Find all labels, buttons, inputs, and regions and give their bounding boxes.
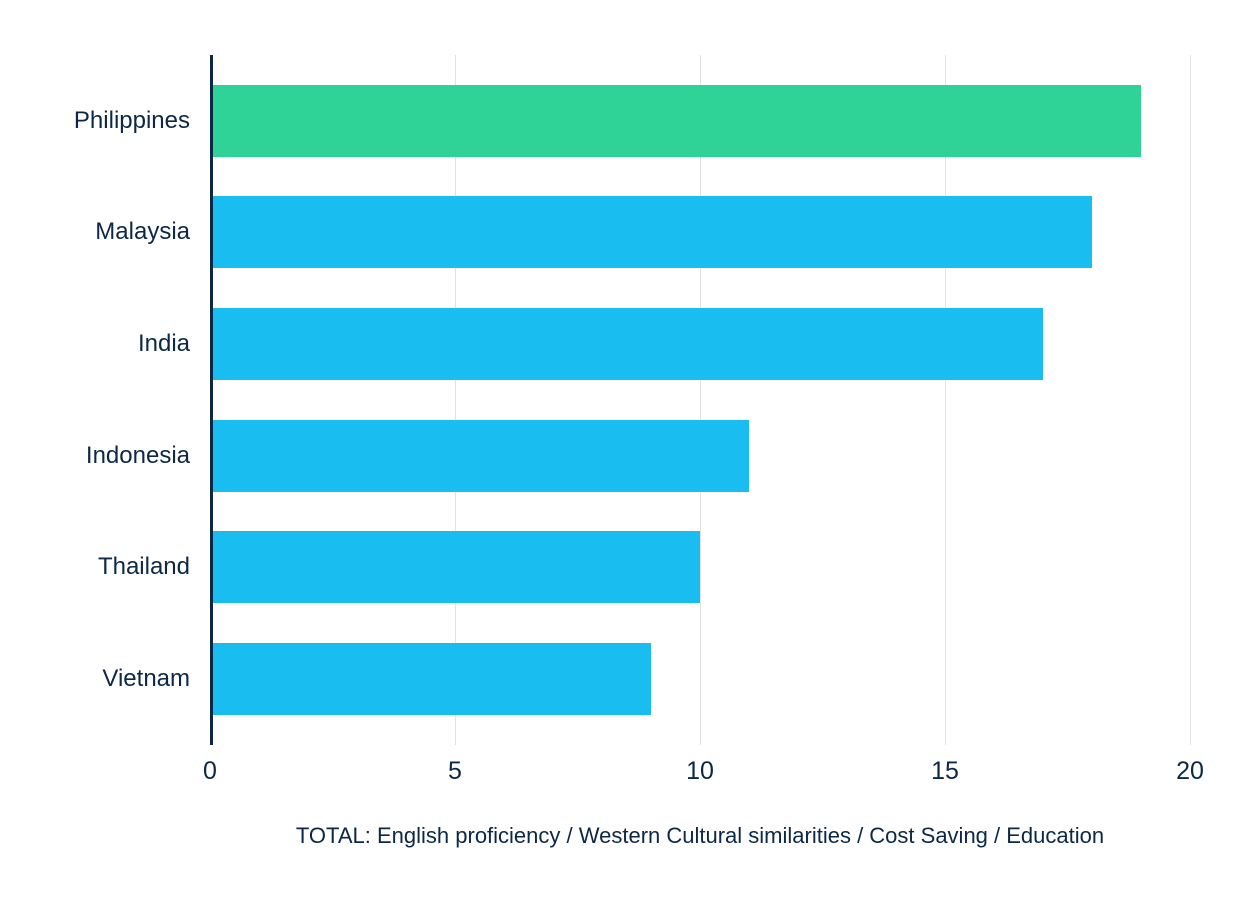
category-label: Philippines [50,107,200,135]
bar-row: Indonesia [210,420,1190,492]
gridline [945,55,946,745]
x-tick-label: 15 [931,757,959,786]
chart-caption: TOTAL: English proficiency / Western Cul… [210,823,1190,849]
category-label: Indonesia [50,442,200,470]
x-tick-label: 20 [1176,757,1204,786]
bar-row: Malaysia [210,196,1190,268]
bar [210,531,700,603]
gridline [700,55,701,745]
bar [210,308,1043,380]
x-tick-label: 0 [203,757,217,786]
plot-area: PhilippinesMalaysiaIndiaIndonesiaThailan… [210,55,1190,745]
gridline [455,55,456,745]
outsourcing-score-chart: PhilippinesMalaysiaIndiaIndonesiaThailan… [60,55,1190,849]
bar-row: Philippines [210,85,1190,157]
bar-row: India [210,308,1190,380]
bar [210,85,1141,157]
y-axis-line [210,55,213,745]
gridline [1190,55,1191,745]
x-tick-label: 10 [686,757,714,786]
category-label: Vietnam [50,665,200,693]
bar [210,196,1092,268]
x-tick-label: 5 [448,757,462,786]
bar [210,420,749,492]
category-label: Malaysia [50,218,200,246]
category-label: India [50,330,200,358]
bar [210,643,651,715]
x-axis: 05101520 [210,745,1190,795]
category-label: Thailand [50,553,200,581]
